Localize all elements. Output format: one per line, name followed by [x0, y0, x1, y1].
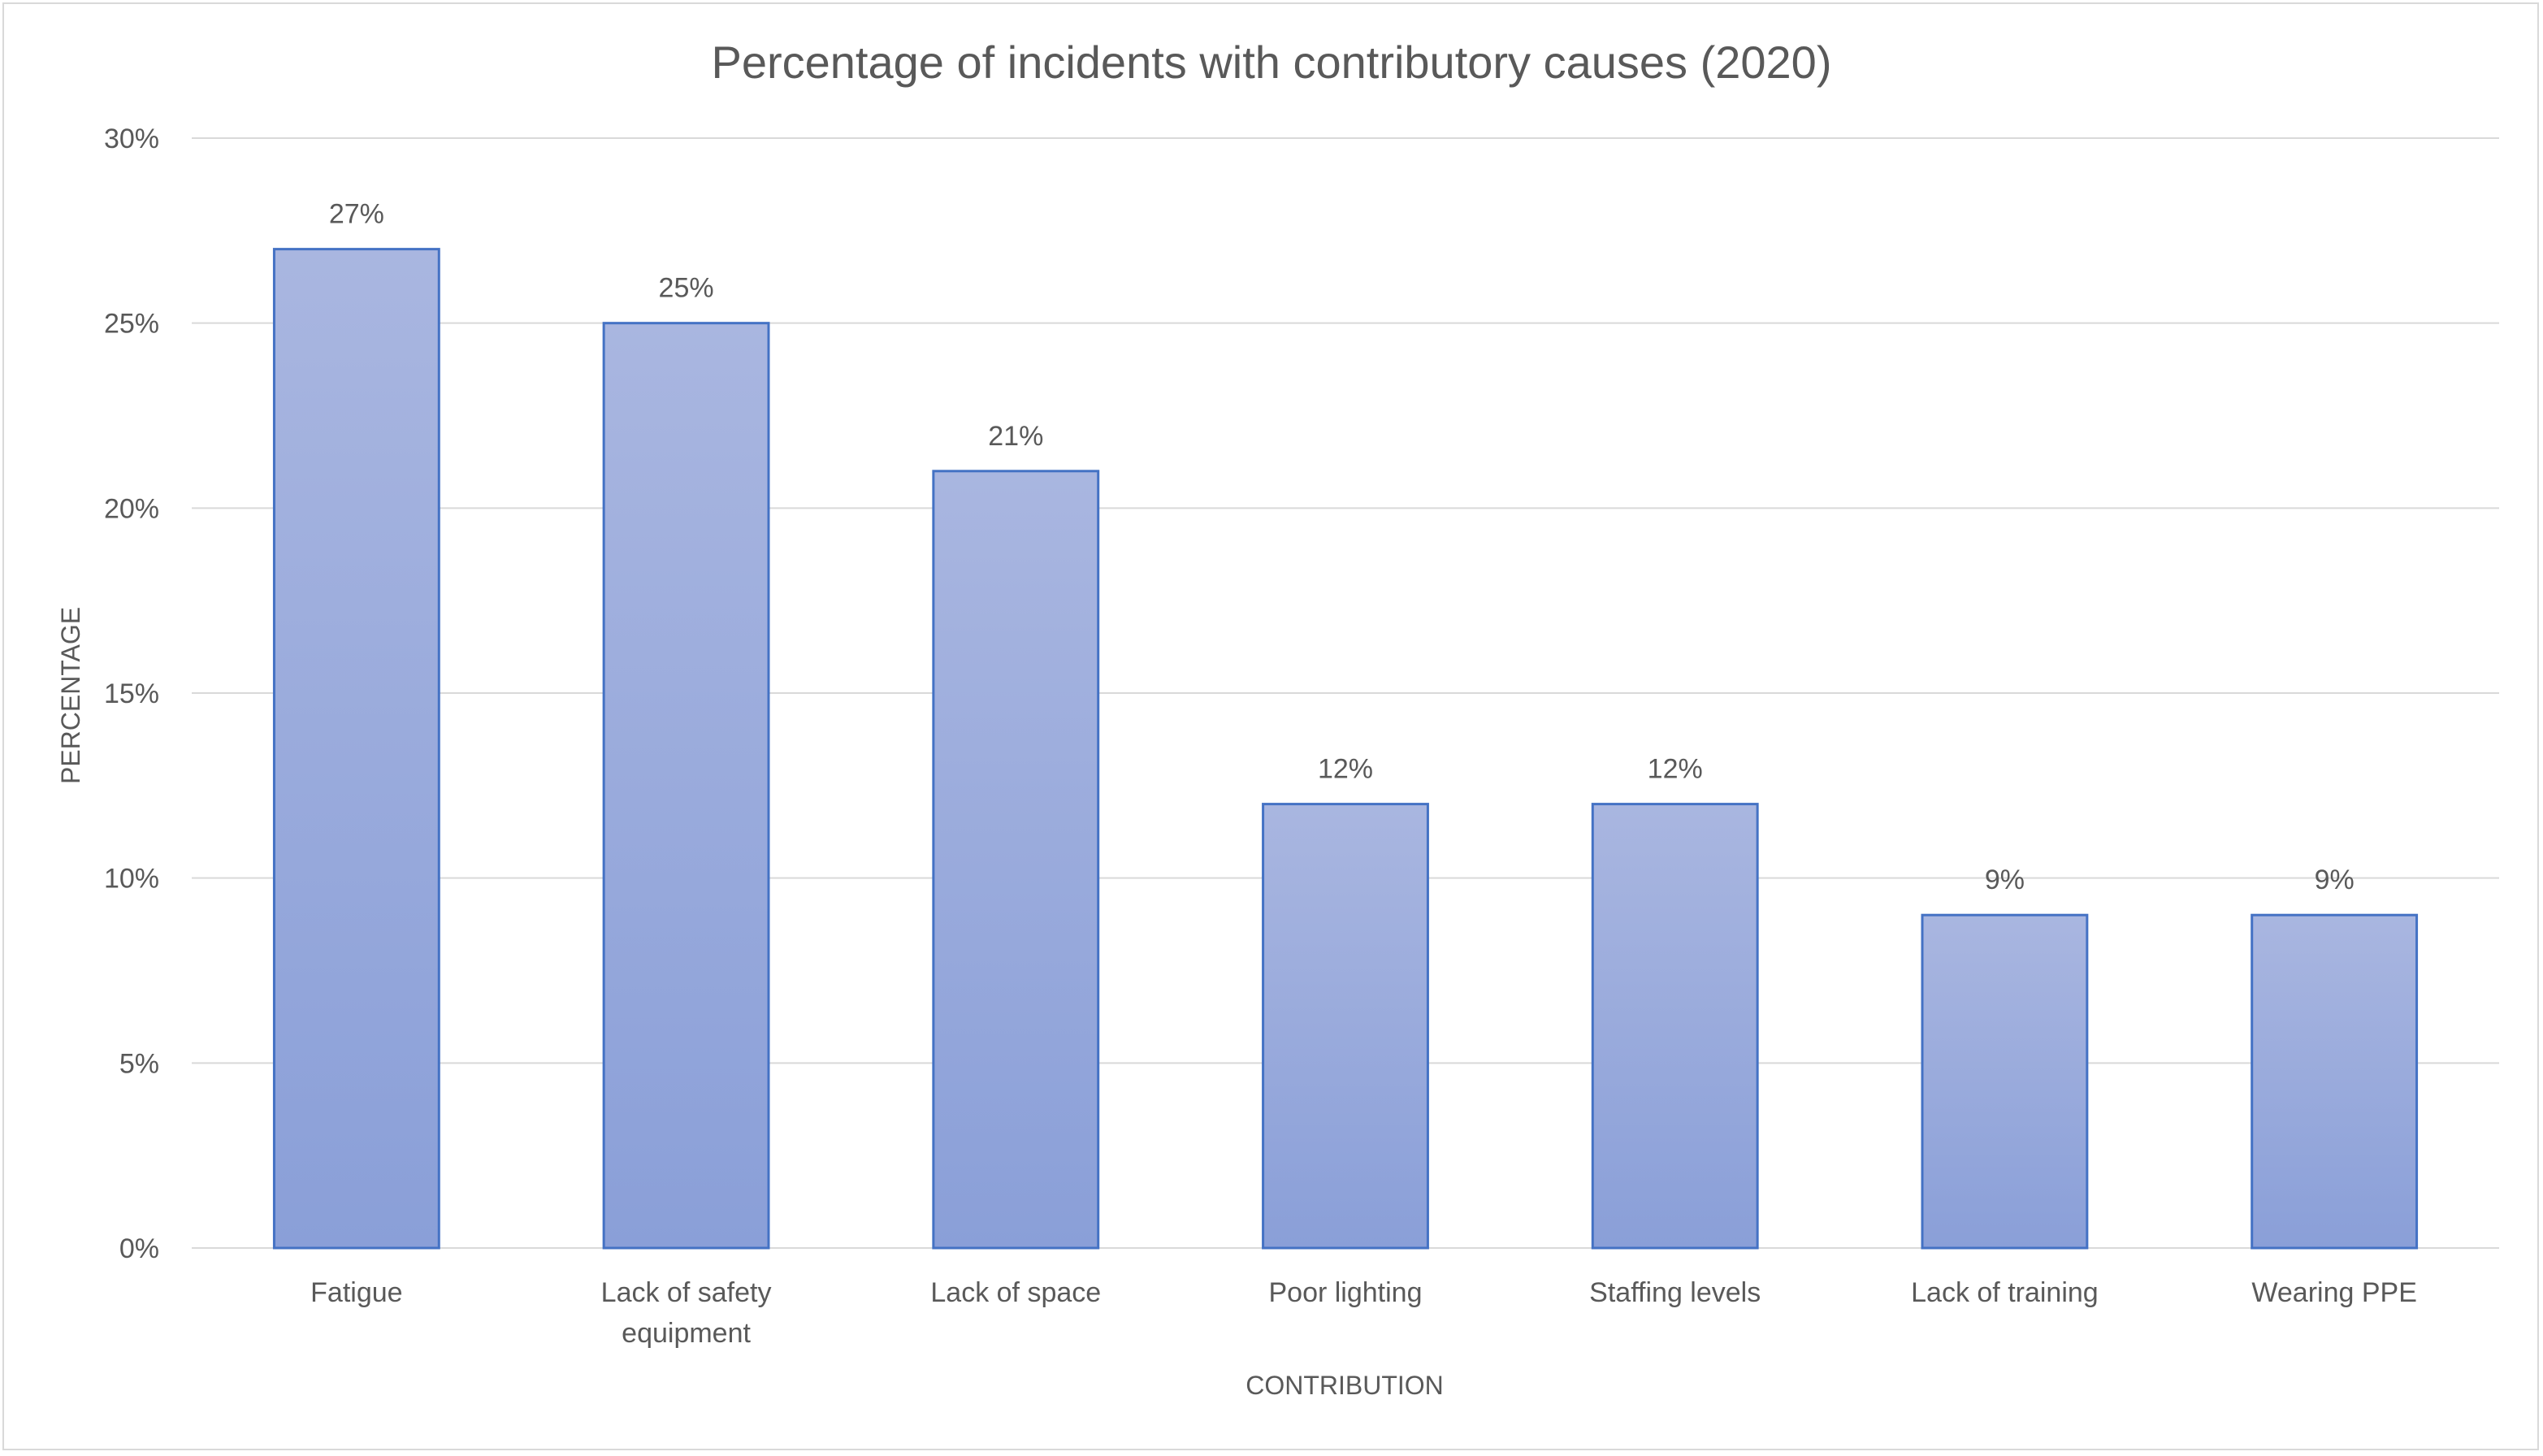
bar — [1921, 913, 2089, 1250]
y-tick-label: 10% — [104, 864, 159, 895]
bar — [272, 248, 440, 1250]
y-tick-label: 0% — [119, 1233, 159, 1264]
bar — [1591, 803, 1759, 1250]
x-tick-label: Wearing PPE — [2251, 1277, 2416, 1308]
x-tick-label: Fatigue — [310, 1277, 402, 1308]
y-tick-label: 5% — [119, 1048, 159, 1079]
bar — [2251, 913, 2419, 1250]
data-label: 9% — [1985, 864, 2025, 895]
y-tick-label: 20% — [104, 493, 159, 524]
data-label: 25% — [659, 273, 714, 304]
x-tick-label: Lack of safety — [601, 1277, 772, 1308]
x-tick-label: Lack of space — [930, 1277, 1101, 1308]
y-tick-label: 30% — [104, 124, 159, 154]
x-tick-label: Lack of training — [1911, 1277, 2099, 1308]
y-tick-label: 25% — [104, 309, 159, 340]
data-label: 27% — [329, 199, 384, 230]
data-label: 12% — [1648, 754, 1703, 785]
x-tick-label: Staffing levels — [1589, 1277, 1761, 1308]
bar — [602, 322, 770, 1250]
data-label: 12% — [1318, 754, 1373, 785]
x-tick-label: Poor lighting — [1268, 1277, 1422, 1308]
bar — [1262, 803, 1429, 1250]
y-axis-title: PERCENTAGE — [56, 607, 85, 784]
data-label: 9% — [2315, 864, 2355, 895]
x-tick-label: equipment — [622, 1318, 751, 1349]
x-axis-title: CONTRIBUTION — [1246, 1371, 1444, 1400]
y-tick-label: 15% — [104, 678, 159, 709]
bar — [932, 470, 1100, 1250]
chart-title: Percentage of incidents with contributor… — [712, 37, 1832, 88]
data-label: 21% — [988, 421, 1043, 452]
